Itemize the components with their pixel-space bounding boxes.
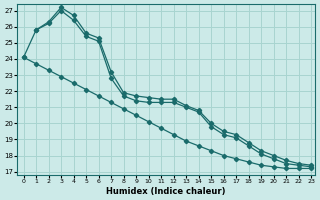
X-axis label: Humidex (Indice chaleur): Humidex (Indice chaleur) [106,187,226,196]
